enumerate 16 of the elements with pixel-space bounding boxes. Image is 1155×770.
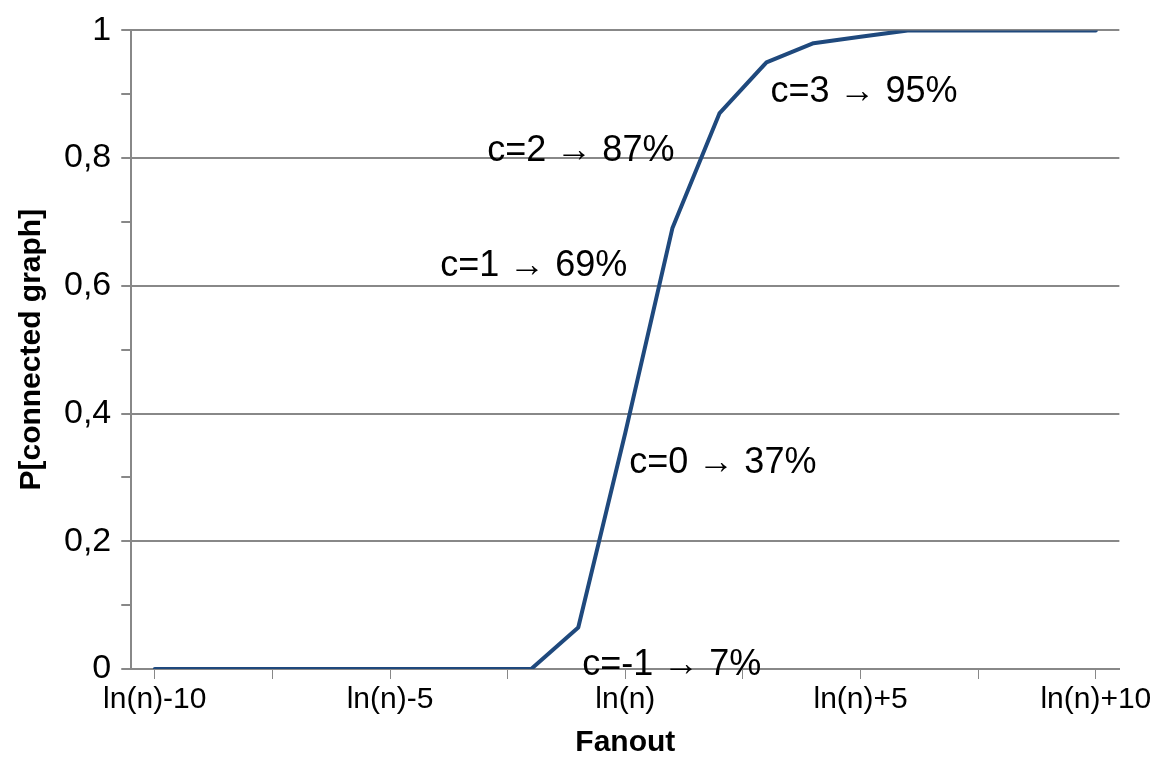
annotation: c=0 → 37%	[629, 439, 817, 481]
y-tick-label: 0,6	[64, 264, 112, 303]
y-tick-label: 1	[92, 8, 112, 47]
annotation: c=3 → 95%	[770, 69, 958, 111]
y-axis-title: P[connected graph]	[13, 208, 47, 491]
annotation: c=2 → 87%	[487, 128, 675, 170]
x-tick-label: ln(n)	[595, 681, 656, 715]
x-axis-title: Fanout	[575, 724, 676, 758]
x-tick-label: ln(n)+10	[1040, 681, 1152, 715]
annotation: c=1 → 69%	[440, 243, 628, 285]
annotation: c=-1 → 7%	[582, 642, 762, 684]
y-tick-label: 0,2	[64, 519, 112, 558]
x-tick-label: ln(n)-5	[346, 681, 434, 715]
y-tick-label: 0,4	[64, 391, 112, 430]
x-tick-label: ln(n)+5	[813, 681, 908, 715]
y-tick-label: 0,8	[64, 136, 112, 175]
